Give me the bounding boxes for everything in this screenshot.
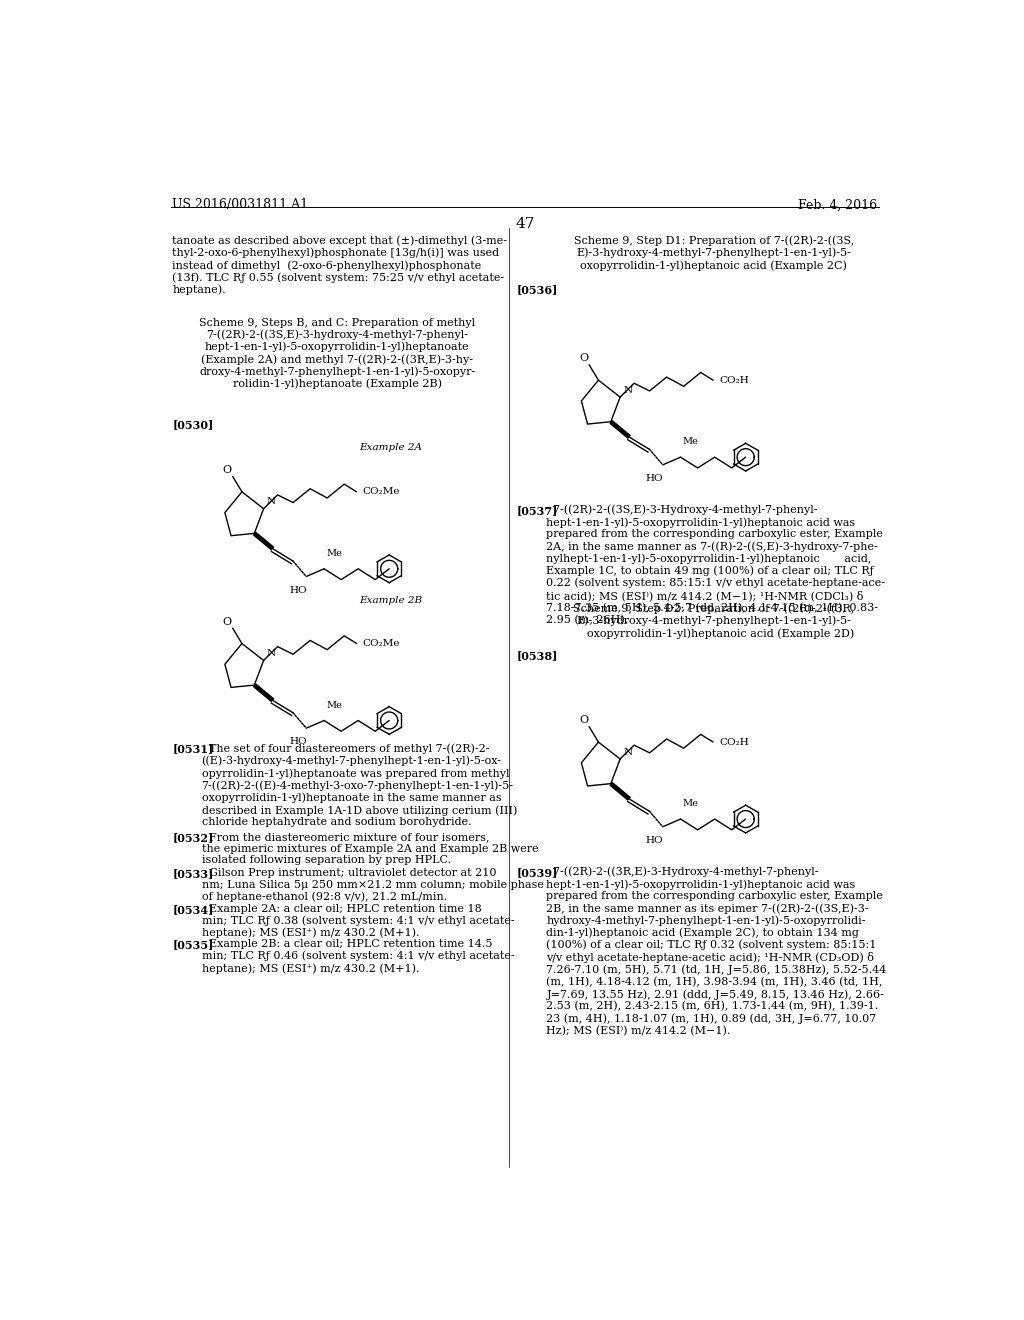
Text: O: O: [580, 715, 588, 725]
Text: Feb. 4, 2016: Feb. 4, 2016: [799, 198, 878, 211]
Text: N: N: [266, 498, 275, 507]
Text: [0535]: [0535]: [172, 940, 214, 950]
Text: Example 2B: Example 2B: [359, 595, 423, 605]
Text: HO: HO: [289, 738, 307, 746]
Text: [0532]: [0532]: [172, 832, 213, 843]
Text: [0536]: [0536]: [517, 284, 558, 294]
Text: [0537]: [0537]: [517, 506, 558, 516]
Text: Gilson Prep instrument; ultraviolet detector at 210
nm; Luna Silica 5μ 250 mm×21: Gilson Prep instrument; ultraviolet dete…: [202, 869, 544, 902]
Text: [0538]: [0538]: [517, 649, 558, 661]
Text: 47: 47: [515, 216, 535, 231]
Text: Scheme 9, Step D2: Preparation of 7-((2R)-2-((3R,
E)-3-hydroxy-4-methyl-7-phenyl: Scheme 9, Step D2: Preparation of 7-((2R…: [573, 603, 854, 639]
Text: Example 2A: a clear oil; HPLC retention time 18
min; TLC Rƒ 0.38 (solvent system: Example 2A: a clear oil; HPLC retention …: [202, 904, 514, 939]
Text: 7-((2R)-2-((3S,E)-3-Hydroxy-4-methyl-7-phenyl-
hept-1-en-1-yl)-5-oxopyrrolidin-1: 7-((2R)-2-((3S,E)-3-Hydroxy-4-methyl-7-p…: [547, 506, 886, 624]
Text: tanoate as described above except that (±)-dimethyl (3-me-
thyl-2-oxo-6-phenylhe: tanoate as described above except that (…: [172, 235, 507, 296]
Text: Example 2A: Example 2A: [359, 444, 423, 453]
Text: Scheme 9, Steps B, and C: Preparation of methyl
7-((2R)-2-((3S,E)-3-hydroxy-4-me: Scheme 9, Steps B, and C: Preparation of…: [199, 318, 475, 389]
Text: HO: HO: [289, 586, 307, 595]
Text: HO: HO: [646, 474, 664, 483]
Text: Scheme 9, Step D1: Preparation of 7-((2R)-2-((3S,
E)-3-hydroxy-4-methyl-7-phenyl: Scheme 9, Step D1: Preparation of 7-((2R…: [573, 235, 854, 271]
Text: 7-((2R)-2-((3R,E)-3-Hydroxy-4-methyl-7-phenyl-
hept-1-en-1-yl)-5-oxopyrrolidin-1: 7-((2R)-2-((3R,E)-3-Hydroxy-4-methyl-7-p…: [547, 867, 887, 1036]
Text: Me: Me: [327, 549, 342, 558]
Text: N: N: [624, 385, 633, 395]
Text: O: O: [222, 616, 231, 627]
Text: O: O: [580, 354, 588, 363]
Text: CO₂Me: CO₂Me: [362, 487, 400, 496]
Text: Me: Me: [683, 800, 698, 808]
Text: [0531]: [0531]: [172, 743, 213, 755]
Text: CO₂Me: CO₂Me: [362, 639, 400, 648]
Text: [0539]: [0539]: [517, 867, 558, 878]
Text: Example 2B: a clear oil; HPLC retention time 14.5
min; TLC Rƒ 0.46 (solvent syst: Example 2B: a clear oil; HPLC retention …: [202, 940, 514, 974]
Text: From the diastereomeric mixture of four isomers,
the epimeric mixtures of Exampl: From the diastereomeric mixture of four …: [202, 832, 539, 866]
Text: The set of four diastereomers of methyl 7-((2R)-2-
((E)-3-hydroxy-4-methyl-7-phe: The set of four diastereomers of methyl …: [202, 743, 517, 828]
Text: Me: Me: [327, 701, 342, 710]
Text: O: O: [222, 465, 231, 475]
Text: US 2016/0031811 A1: US 2016/0031811 A1: [172, 198, 308, 211]
Text: [0534]: [0534]: [172, 904, 214, 915]
Text: CO₂H: CO₂H: [719, 738, 750, 747]
Text: Me: Me: [683, 437, 698, 446]
Text: N: N: [624, 747, 633, 756]
Text: [0530]: [0530]: [172, 418, 213, 430]
Text: N: N: [266, 649, 275, 659]
Text: HO: HO: [646, 836, 664, 845]
Text: CO₂H: CO₂H: [719, 376, 750, 384]
Text: [0533]: [0533]: [172, 869, 214, 879]
